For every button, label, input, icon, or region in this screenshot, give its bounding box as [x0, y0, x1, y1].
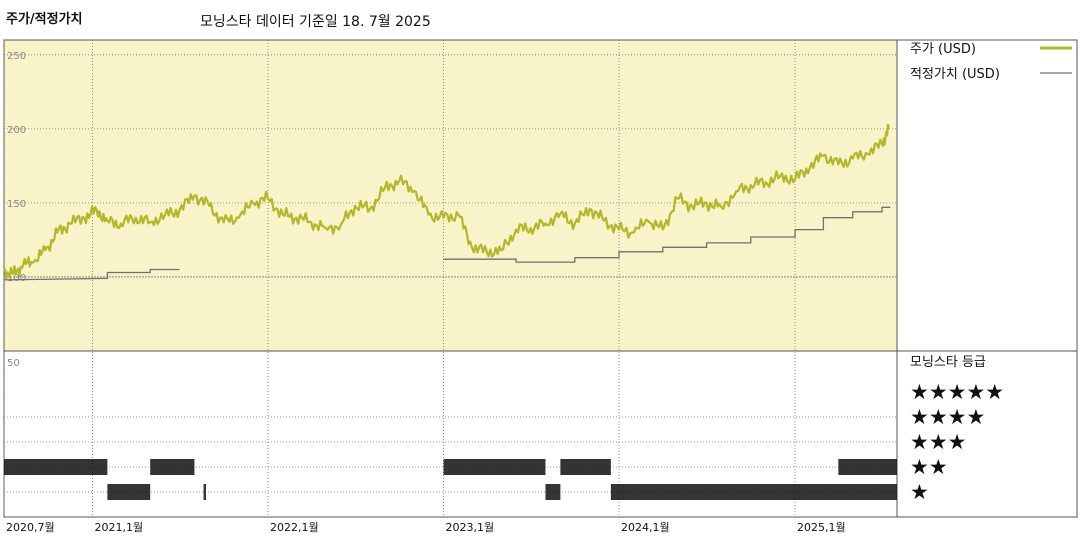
- rating-legend-title: 모닝스타 등급: [910, 355, 986, 370]
- x-tick-label: 2022,1월: [270, 521, 319, 534]
- star-rating-bar: [150, 459, 195, 475]
- legend-two-stars: ★★: [910, 455, 948, 479]
- price-line: [3, 123, 890, 280]
- legend-fair-value-label: 적정가치 (USD): [910, 67, 1000, 82]
- x-tick-label: 2023,1월: [446, 521, 495, 534]
- series-lines: [3, 123, 891, 281]
- legend-one-star: ★: [910, 480, 929, 504]
- star-rating-bar: [107, 484, 151, 500]
- data-date-subtitle: 모닝스타 데이터 기준일 18. 7월 2025: [200, 14, 431, 30]
- star-rating-bar: [4, 459, 108, 475]
- fair-value-line: [443, 206, 891, 263]
- x-tick-label: 2021,1월: [94, 521, 143, 534]
- price-panel-background: [3, 39, 898, 352]
- x-tick-label: 2025,1월: [797, 521, 846, 534]
- legend-five-stars: ★★★★★: [910, 380, 1004, 404]
- legend-three-stars: ★★★: [910, 430, 966, 454]
- star-rating-bar: [610, 484, 897, 500]
- y-tick-label: 250: [7, 51, 26, 62]
- star-rating-bar: [203, 484, 206, 500]
- star-rating-bar: [838, 459, 897, 475]
- x-tick-label: 2024,1월: [621, 521, 670, 534]
- y-axis-ticks: 100 150 200 250 50: [7, 51, 26, 369]
- y-tick-label: 200: [7, 125, 26, 136]
- star-rating-bar: [560, 459, 611, 475]
- star-rating-bars: [4, 459, 897, 500]
- x-tick-label: 2020,7월: [6, 521, 55, 534]
- legend-four-stars: ★★★★: [910, 405, 985, 429]
- star-rating-bar: [545, 484, 561, 500]
- legend-frame: [896, 39, 1078, 518]
- legend-price-label: 주가 (USD): [910, 42, 976, 57]
- x-axis-ticks: 2020,7월 2021,1월 2022,1월 2023,1월 2024,1월 2025,…: [6, 521, 846, 534]
- y-tick-label: 100: [7, 273, 26, 284]
- fair-value-line: [3, 268, 180, 281]
- rating-tick-label: 50: [7, 358, 20, 369]
- y-tick-label: 150: [7, 199, 26, 210]
- chart-title: 주가/적정가치: [6, 12, 83, 27]
- star-rating-bar: [443, 459, 546, 475]
